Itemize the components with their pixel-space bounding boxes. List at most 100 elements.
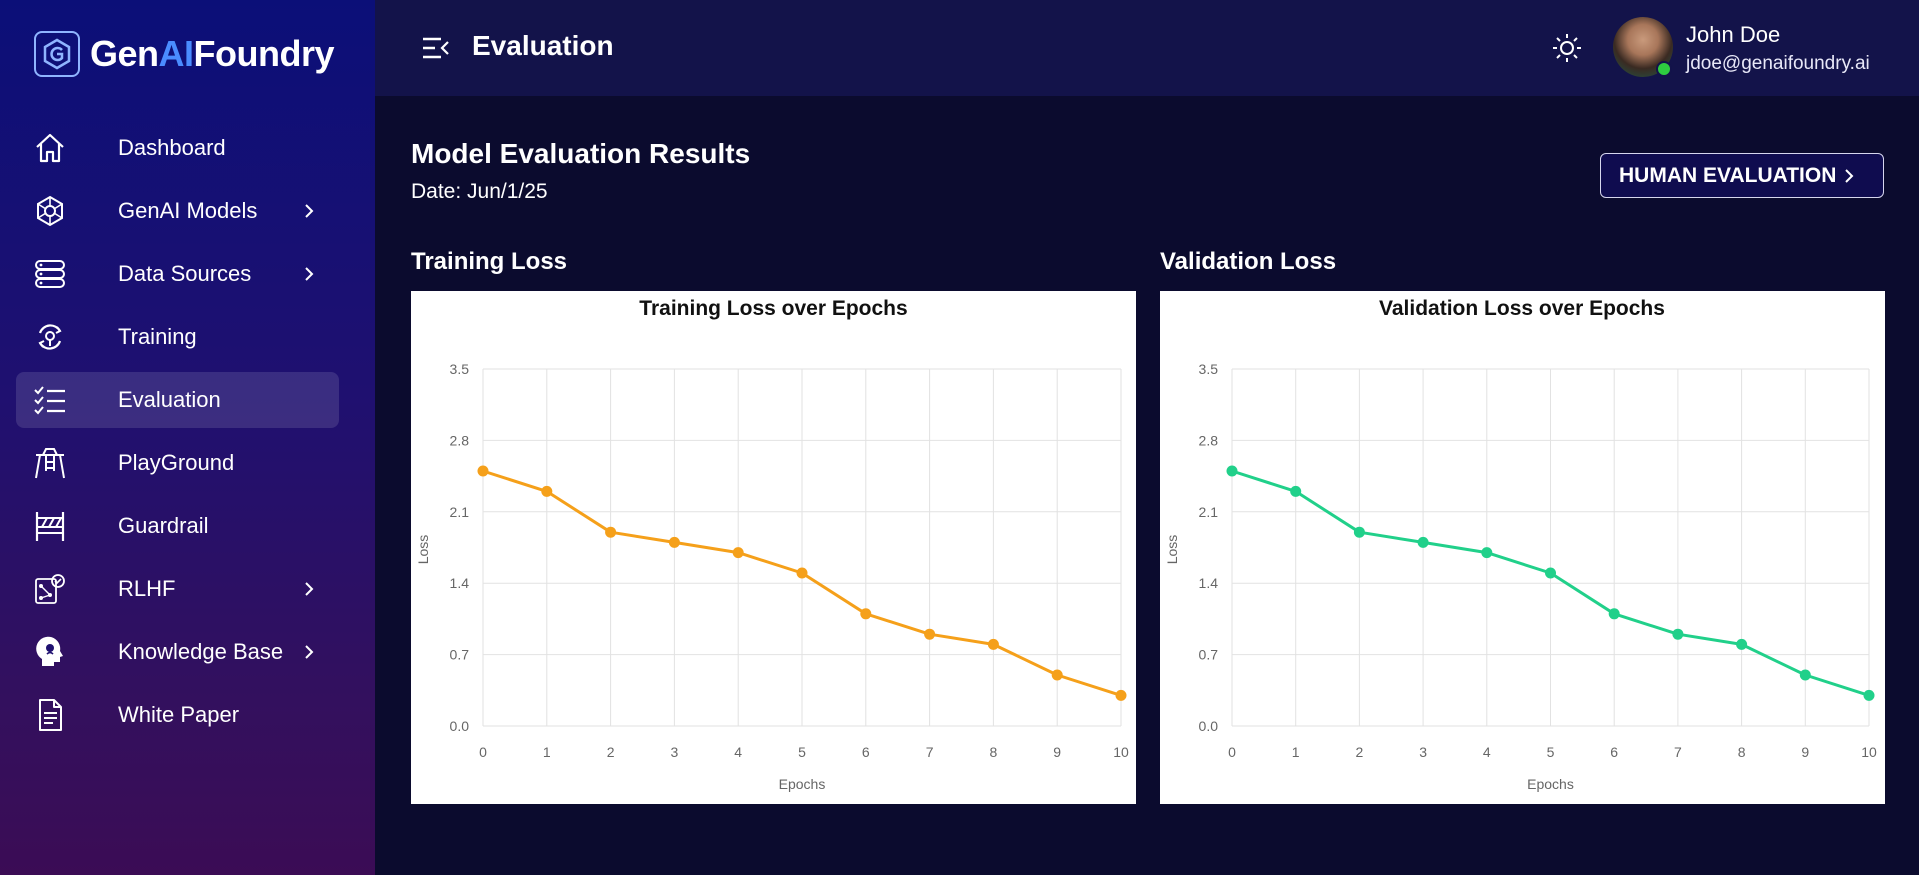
x-tick-label: 9 (1801, 744, 1809, 760)
rlhf-icon (32, 571, 68, 607)
sidebar-item-label: PlayGround (118, 450, 235, 475)
data-point[interactable] (1863, 689, 1875, 701)
sidebar-item-knowledge-base[interactable]: Knowledge Base (16, 624, 339, 680)
theme-toggle-sun-icon[interactable] (1551, 32, 1583, 64)
x-tick-label: 5 (1547, 744, 1555, 760)
checklist-icon (32, 382, 68, 418)
validation-loss-chart-svg: Validation Loss over Epochs 0.0 0.7 1.4 2.1 2… (1164, 297, 1877, 792)
human-evaluation-button[interactable]: HUMAN EVALUATION (1600, 153, 1884, 198)
chevron-right-icon (299, 579, 319, 599)
chevron-right-icon (299, 642, 319, 662)
y-tick-label: 2.8 (450, 432, 470, 448)
brand-suffix: Foundry (193, 33, 335, 74)
y-tick-label: 3.5 (450, 361, 470, 377)
header-title: Evaluation (472, 30, 614, 61)
sidebar-item-dashboard[interactable]: Dashboard (16, 120, 339, 176)
x-tick-label: 4 (734, 744, 742, 760)
data-point[interactable] (987, 638, 999, 650)
barrier-icon (32, 508, 68, 544)
y-tick-label: 2.1 (450, 504, 470, 520)
x-tick-label: 5 (798, 744, 806, 760)
x-tick-label: 1 (543, 744, 551, 760)
data-point[interactable] (1417, 536, 1429, 548)
training-icon (32, 319, 68, 355)
data-point[interactable] (668, 536, 680, 548)
sidebar-item-label: GenAI Models (118, 198, 258, 223)
brain-head-icon (32, 634, 68, 670)
data-point[interactable] (1545, 567, 1556, 579)
sidebar-item-training[interactable]: Training (16, 309, 339, 365)
user-name: John Doe (1686, 22, 1781, 47)
brand-logo[interactable]: GenAIFoundry (34, 30, 335, 78)
online-status-indicator (1656, 61, 1672, 77)
y-tick-label: 0.0 (450, 718, 470, 734)
y-tick-label: 1.4 (450, 575, 470, 591)
sidebar-item-guardrail[interactable]: Guardrail (16, 498, 339, 554)
data-point[interactable] (1115, 689, 1127, 701)
sidebar-item-rlhf[interactable]: RLHF (16, 561, 339, 617)
y-tick-label: 1.4 (1199, 575, 1219, 591)
data-point[interactable] (1353, 526, 1365, 538)
human-evaluation-label: HUMAN EVALUATION (1619, 163, 1837, 187)
genai-logo-icon (34, 31, 80, 77)
x-tick-label: 7 (1674, 744, 1682, 760)
x-tick-label: 0 (1228, 744, 1236, 760)
data-point[interactable] (1226, 465, 1238, 477)
x-tick-label: 2 (1356, 744, 1364, 760)
data-point[interactable] (1608, 608, 1620, 620)
x-tick-label: 8 (990, 744, 998, 760)
sidebar-item-evaluation[interactable]: Evaluation (16, 372, 339, 428)
x-tick-label: 3 (1419, 744, 1427, 760)
sidebar-item-label: Training (118, 324, 197, 349)
sidebar-item-label: White Paper (118, 702, 240, 727)
y-axis-label: Loss (1164, 535, 1180, 565)
x-tick-label: 10 (1861, 744, 1877, 760)
training-loss-heading: Training Loss (411, 248, 568, 275)
sidebar-item-label: Guardrail (118, 513, 209, 538)
x-tick-label: 2 (607, 744, 615, 760)
training-loss-chart-svg: Training Loss over Epochs 0.0 0.7 1.4 2.1 2.8… (415, 297, 1129, 792)
training-loss-chart: Training Loss over Epochs 0.0 0.7 1.4 2.1 2.8… (411, 291, 1136, 804)
x-tick-label: 6 (1610, 744, 1618, 760)
y-tick-label: 0.7 (450, 647, 470, 663)
data-point[interactable] (605, 526, 617, 538)
data-point[interactable] (1736, 638, 1748, 650)
y-tick-label: 0.0 (1199, 718, 1219, 734)
validation-loss-heading: Validation Loss (1160, 248, 1337, 275)
evaluation-date: Date: Jun/1/25 (411, 180, 548, 203)
data-point[interactable] (541, 485, 553, 497)
sidebar-item-label: Dashboard (118, 135, 226, 160)
sidebar-item-genai-models[interactable]: GenAI Models (16, 183, 339, 239)
user-email: jdoe@genaifoundry.ai (1686, 53, 1870, 74)
sidebar-item-label: Knowledge Base (118, 639, 284, 664)
data-point[interactable] (796, 567, 808, 579)
sidebar-item-white-paper[interactable]: White Paper (16, 687, 339, 743)
x-tick-label: 0 (479, 744, 487, 760)
chart-title: Training Loss over Epochs (639, 297, 907, 320)
data-point[interactable] (1481, 547, 1493, 559)
x-tick-label: 10 (1113, 744, 1129, 760)
playground-icon (32, 445, 68, 481)
sidebar-item-playground[interactable]: PlayGround (16, 435, 339, 491)
collapse-menu-icon[interactable] (421, 34, 451, 62)
y-tick-label: 2.8 (1199, 432, 1219, 448)
x-tick-label: 4 (1483, 744, 1491, 760)
data-point[interactable] (924, 628, 936, 640)
chevron-right-icon (299, 264, 319, 284)
x-tick-label: 8 (1738, 744, 1746, 760)
x-axis-label: Epochs (779, 776, 826, 792)
data-point[interactable] (1290, 485, 1302, 497)
x-tick-label: 9 (1053, 744, 1061, 760)
x-tick-label: 3 (671, 744, 679, 760)
data-point[interactable] (732, 547, 744, 559)
data-point[interactable] (1799, 669, 1811, 681)
sidebar-item-label: RLHF (118, 576, 176, 601)
data-point[interactable] (860, 608, 872, 620)
data-point[interactable] (477, 465, 489, 477)
database-icon (32, 256, 68, 292)
data-point[interactable] (1672, 628, 1684, 640)
sidebar: GenAIFoundry Dashboard GenAI Models Data… (0, 0, 375, 875)
y-tick-label: 2.1 (1199, 504, 1219, 520)
sidebar-item-data-sources[interactable]: Data Sources (16, 246, 339, 302)
data-point[interactable] (1051, 669, 1063, 681)
